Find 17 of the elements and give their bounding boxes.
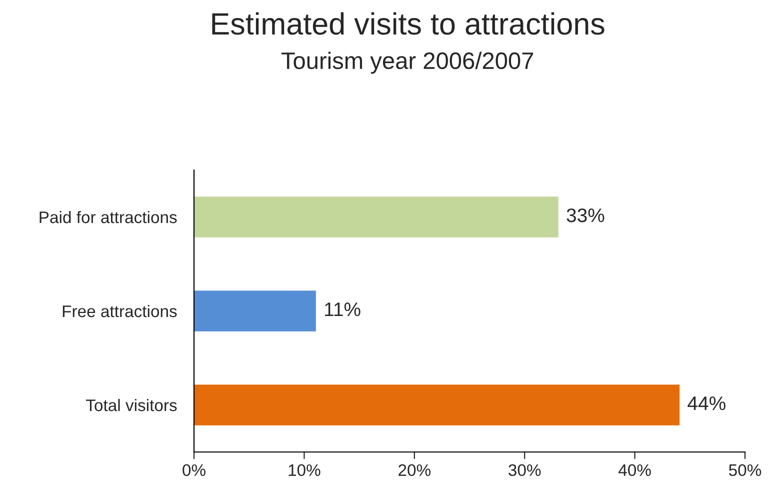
bar: [194, 384, 680, 426]
x-tick-label: 10%: [288, 464, 320, 476]
chart-title: Estimated visits to attractions: [212, 12, 604, 35]
x-tick-label: 30%: [508, 464, 541, 476]
bar: [194, 196, 558, 238]
x-tick-label: 40%: [618, 464, 651, 476]
chart-subtitle: Tourism year 2006/2007: [281, 52, 534, 74]
y-tick-label: Free attractions: [62, 304, 177, 318]
bar: [194, 290, 316, 332]
x-tick-label: 20%: [398, 464, 430, 476]
data-label: 11%: [325, 302, 360, 316]
x-tick-label: 50%: [728, 464, 762, 476]
data-label: 44%: [688, 396, 726, 410]
y-tick-label: Paid for attractions: [40, 210, 177, 224]
data-label: 33%: [566, 208, 604, 222]
x-tick-label: 0%: [182, 464, 206, 476]
y-tick-label: Total visitors: [86, 398, 177, 412]
